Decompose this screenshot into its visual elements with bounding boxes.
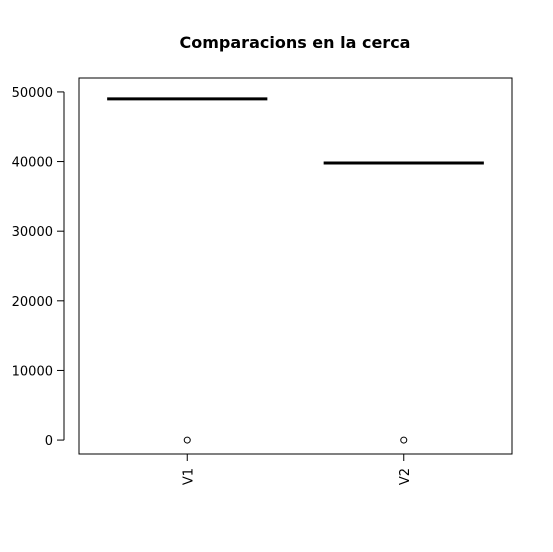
y-tick-label: 20000 — [12, 295, 53, 310]
y-tick-label: 30000 — [12, 225, 53, 240]
y-axis: 0 10000 20000 30000 40000 50000 — [12, 86, 65, 449]
y-tick-label: 40000 — [12, 156, 53, 171]
x-tick-label: V2 — [398, 468, 413, 485]
outlier-point-v2 — [400, 436, 408, 444]
plot-frame — [78, 77, 513, 455]
box-marks — [107, 97, 484, 444]
y-tick-label: 0 — [45, 434, 53, 449]
chart-title: Comparacions en la cerca — [180, 33, 411, 52]
y-tick-label: 10000 — [12, 364, 53, 379]
outlier-point-v1 — [183, 436, 191, 444]
x-axis: V1 V2 — [181, 453, 413, 485]
y-tick-label: 50000 — [12, 86, 53, 101]
x-tick-label: V1 — [181, 468, 196, 485]
